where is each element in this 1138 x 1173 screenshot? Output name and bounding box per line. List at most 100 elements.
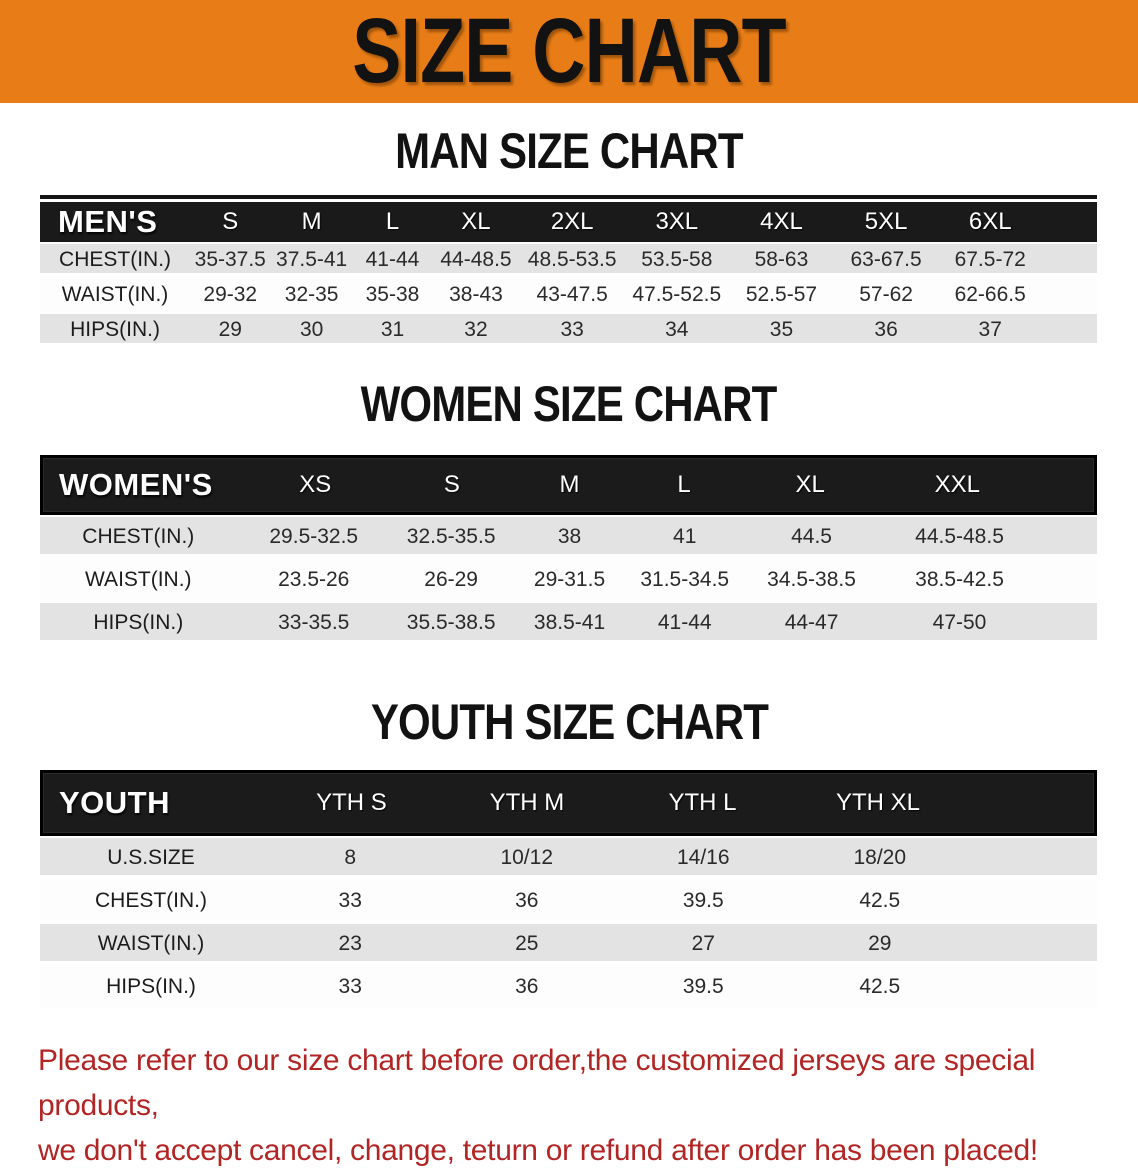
table-cell: 23.5-26 xyxy=(278,567,350,591)
table-cell: 38.5-41 xyxy=(533,610,606,634)
women-size-table: WOMEN'S XS S M L XL XXL CHEST(IN.) 29.5-… xyxy=(40,455,1097,644)
women-chest-row: CHEST(IN.) 29.5-32.5 32.5-35.5 38 41 44.… xyxy=(40,515,1097,558)
table-cell: 63-67.5 xyxy=(850,247,922,271)
table-cell: 44.5 xyxy=(791,524,832,548)
men-section-heading-text: MAN SIZE CHART xyxy=(395,123,743,179)
table-cell: 41-44 xyxy=(657,610,712,634)
men-size-col-header: 6XL xyxy=(968,208,1012,235)
disclaimer-line-2: we don't accept cancel, change, teturn o… xyxy=(38,1134,1038,1167)
table-cell: 35-38 xyxy=(365,282,420,306)
table-cell: 53.5-58 xyxy=(641,247,713,271)
table-cell: 36 xyxy=(874,317,898,341)
men-table-top-rule xyxy=(40,195,1097,199)
youth-waist-row: WAIST(IN.) 23 25 27 29 xyxy=(40,922,1097,965)
disclaimer-line-1: Please refer to our size chart before or… xyxy=(38,1044,1036,1122)
men-section-heading: MAN SIZE CHART xyxy=(0,124,1138,191)
men-size-col-header: 4XL xyxy=(760,208,803,235)
table-cell: 29-32 xyxy=(203,282,258,306)
table-cell: 31 xyxy=(380,317,405,341)
table-cell: 25 xyxy=(515,931,539,955)
men-size-table: MEN'S S M L XL 2XL 3XL 4XL 5XL 6XL CHEST… xyxy=(40,195,1097,347)
youth-table-header-row: YOUTH YTH S YTH M YTH L YTH XL xyxy=(40,770,1097,836)
youth-hips-row: HIPS(IN.) 33 36 39.5 42.5 xyxy=(40,965,1097,1008)
table-cell: 47-50 xyxy=(932,610,987,634)
table-cell: 44.5-48.5 xyxy=(915,524,1004,548)
youth-size-col-header: YTH S xyxy=(316,789,387,816)
youth-size-col-header: YTH L xyxy=(668,789,737,816)
men-chest-row: CHEST(IN.) 35-37.5 37.5-41 41-44 44-48.5… xyxy=(40,242,1097,277)
youth-size-col-header: YTH XL xyxy=(835,789,921,816)
youth-section-heading-text: YOUTH SIZE CHART xyxy=(370,694,768,750)
youth-ussize-row: U.S.SIZE 8 10/12 14/16 18/20 xyxy=(40,836,1097,879)
row-label: WAIST(IN.) xyxy=(61,282,169,306)
table-cell: 38.5-42.5 xyxy=(915,567,1004,591)
youth-chest-row: CHEST(IN.) 33 36 39.5 42.5 xyxy=(40,879,1097,922)
table-cell: 29 xyxy=(218,317,242,341)
women-size-col-header: M xyxy=(559,471,580,498)
table-cell: 37 xyxy=(978,317,1002,341)
table-cell: 48.5-53.5 xyxy=(527,247,617,271)
table-cell: 32.5-35.5 xyxy=(406,524,496,548)
table-cell: 57-62 xyxy=(859,282,913,306)
row-label: HIPS(IN.) xyxy=(70,317,160,341)
men-size-col-header: M xyxy=(301,208,322,235)
table-cell: 10/12 xyxy=(500,845,554,869)
women-size-col-header: XS xyxy=(299,471,332,498)
size-chart-banner: SIZE CHART xyxy=(0,0,1138,103)
table-cell: 47.5-52.5 xyxy=(632,282,722,306)
row-label: CHEST(IN.) xyxy=(59,247,172,271)
men-size-col-header: 3XL xyxy=(655,208,699,235)
table-cell: 14/16 xyxy=(676,845,730,869)
table-cell: 41-44 xyxy=(365,247,420,271)
table-cell: 42.5 xyxy=(859,974,901,998)
youth-section-heading: YOUTH SIZE CHART xyxy=(0,695,1138,762)
table-cell: 34.5-38.5 xyxy=(767,567,856,591)
table-cell: 33 xyxy=(338,888,362,912)
table-cell: 33 xyxy=(560,317,584,341)
table-cell: 39.5 xyxy=(682,888,724,912)
men-size-col-header: L xyxy=(385,208,400,235)
table-cell: 30 xyxy=(299,317,324,341)
table-cell: 23 xyxy=(338,931,362,955)
table-cell: 58-63 xyxy=(754,247,809,271)
table-cell: 41 xyxy=(673,524,697,548)
men-table-header-label: MEN'S xyxy=(58,204,158,239)
table-cell: 43-47.5 xyxy=(536,282,608,306)
table-cell: 32-35 xyxy=(284,282,339,306)
women-size-col-header: S xyxy=(443,471,460,498)
women-table-header-label: WOMEN'S xyxy=(59,467,213,502)
table-cell: 52.5-57 xyxy=(745,282,818,306)
table-cell: 18/20 xyxy=(853,845,907,869)
youth-size-col-header: YTH M xyxy=(489,789,565,816)
row-label: U.S.SIZE xyxy=(107,845,195,869)
table-cell: 33 xyxy=(338,974,362,998)
youth-size-table: YOUTH YTH S YTH M YTH L YTH XL U.S.SIZE … xyxy=(40,770,1097,1008)
women-size-col-header: L xyxy=(677,471,691,498)
table-cell: 67.5-72 xyxy=(954,247,1026,271)
row-label: CHEST(IN.) xyxy=(94,888,207,912)
row-label: WAIST(IN.) xyxy=(85,567,192,591)
table-cell: 44-47 xyxy=(784,610,839,634)
women-section-heading-text: WOMEN SIZE CHART xyxy=(361,376,778,432)
men-table-header-row: MEN'S S M L XL 2XL 3XL 4XL 5XL 6XL xyxy=(40,202,1097,242)
men-hips-row: HIPS(IN.) 29 30 31 32 33 34 35 36 37 xyxy=(40,312,1097,347)
table-cell: 42.5 xyxy=(859,888,901,912)
table-cell: 37.5-41 xyxy=(276,247,348,271)
table-cell: 35 xyxy=(769,317,794,341)
banner-title: SIZE CHART xyxy=(352,0,786,102)
women-size-col-header: XXL xyxy=(934,471,981,498)
table-cell: 35-37.5 xyxy=(194,247,266,271)
table-cell: 44-48.5 xyxy=(440,247,512,271)
row-label: HIPS(IN.) xyxy=(93,610,184,634)
table-cell: 8 xyxy=(344,845,357,869)
table-cell: 35.5-38.5 xyxy=(406,610,496,634)
table-cell: 29 xyxy=(868,931,892,955)
women-section-heading: WOMEN SIZE CHART xyxy=(0,377,1138,444)
men-size-col-header: 2XL xyxy=(550,208,594,235)
men-size-col-header: S xyxy=(222,208,239,235)
table-cell: 38 xyxy=(557,524,582,548)
youth-table-header-label: YOUTH xyxy=(59,785,170,820)
row-label: WAIST(IN.) xyxy=(97,931,205,955)
table-cell: 38-43 xyxy=(449,282,503,306)
table-cell: 31.5-34.5 xyxy=(640,567,730,591)
